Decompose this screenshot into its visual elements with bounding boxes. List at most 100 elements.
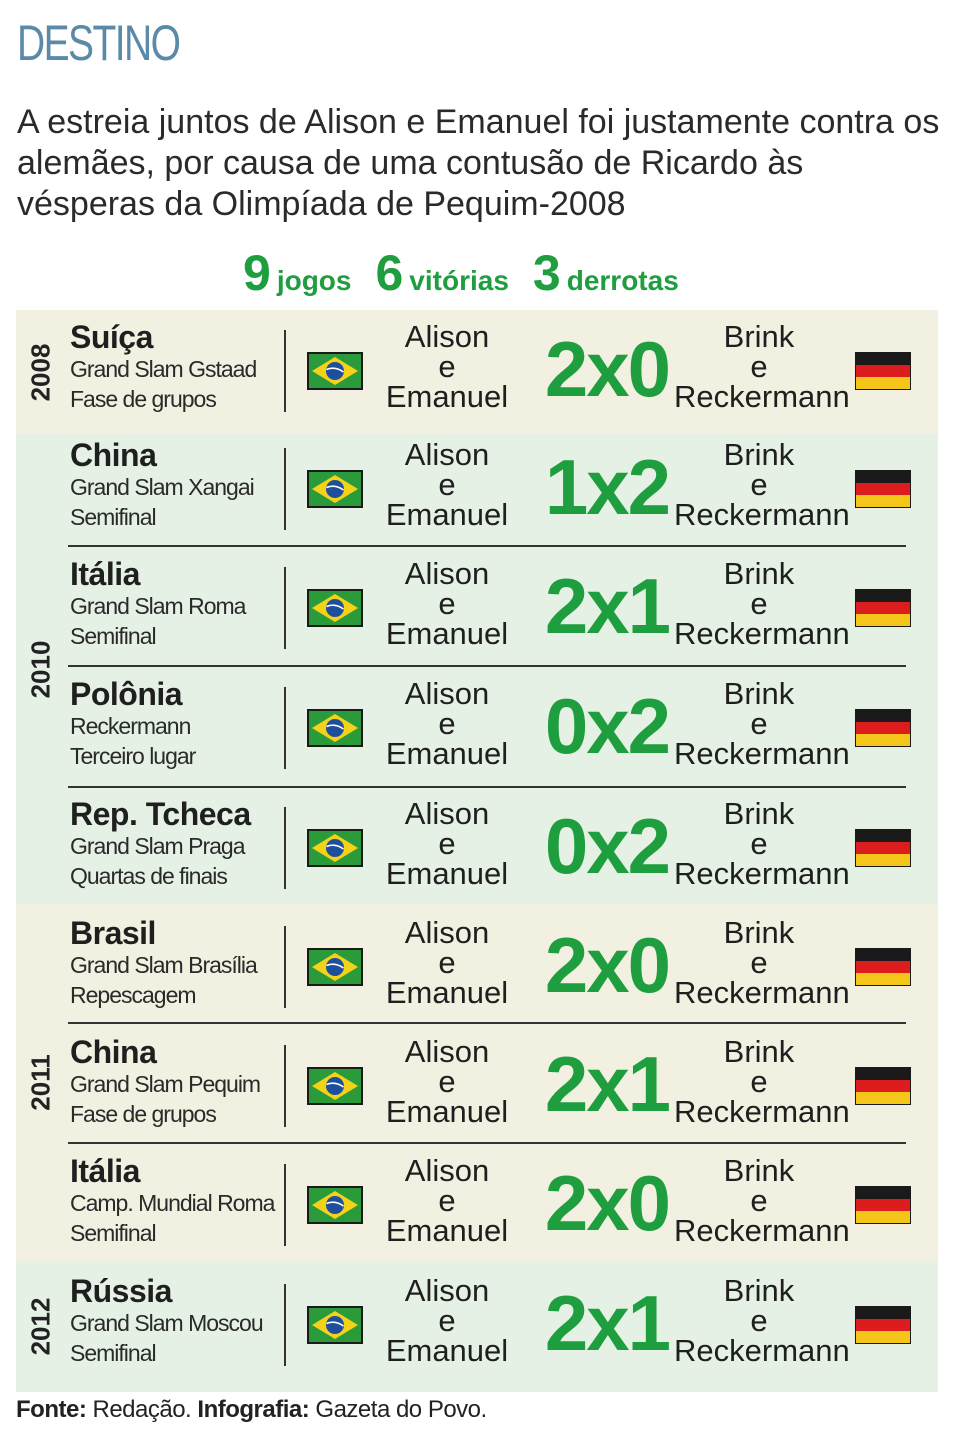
row-divider [68,545,906,547]
column-divider [284,807,286,889]
match-location: Itália Grand Slam Roma Semifinal [70,557,285,651]
team-name-line: Alison [404,676,490,711]
match-row: Suíça Grand Slam Gstaad Fase de grupos A… [16,310,938,429]
brazil-flag-icon [307,352,363,390]
away-team: Brink e Reckermann [674,437,850,530]
brazil-flag-icon [307,709,363,747]
year-band-2008 [16,310,938,434]
team-name-line: Brink [723,915,795,950]
away-team: Brink e Reckermann [674,1153,850,1246]
team-name-line: e [438,826,456,861]
home-team: Alison e Emanuel [362,917,532,1010]
match-score: 2x0 [544,921,671,1009]
team-name-line: Emanuel [385,975,509,1010]
event-name: Grand Slam Praga [70,833,245,859]
phase-name: Repescagem [70,982,197,1008]
source-credit: Fonte: Redação. Infografia: Gazeta do Po… [16,1396,487,1424]
match-location: Itália Camp. Mundial Roma Semifinal [70,1154,285,1248]
match-score: 2x1 [544,1279,671,1367]
country-name: Rep. Tcheca [70,796,251,832]
match-row: Polônia Reckermann Terceiro lugar Alison… [16,667,938,786]
team-name-line: Emanuel [385,379,509,414]
matches-table: 2008 2010 2011 2012 Suíça Grand Slam Gst… [16,310,938,1392]
phase-name: Terceiro lugar [70,743,196,769]
country-name: China [70,1034,157,1070]
team-name-line: Alison [404,1273,490,1308]
team-name-line: Emanuel [385,497,509,532]
team-name-line: e [750,826,768,861]
team-name-line: Brink [723,1153,795,1188]
event-name: Grand Slam Moscou [70,1310,264,1336]
team-name-line: Alison [404,1153,490,1188]
match-location: China Grand Slam Pequim Fase de grupos [70,1035,285,1129]
team-name-line: Alison [404,1034,490,1069]
germany-flag-icon [855,1067,911,1105]
team-name-line: Brink [723,1273,795,1308]
row-divider [68,1022,906,1024]
phase-name: Semifinal [70,1340,157,1366]
germany-flag-icon [855,948,911,986]
losses-count: 3 [532,245,561,301]
page-title: DESTINO [17,15,181,71]
team-name-line: Reckermann [674,736,850,771]
event-name: Grand Slam Pequim [70,1071,261,1097]
match-location: Polônia Reckermann Terceiro lugar [70,677,285,771]
event-name: Grand Slam Brasília [70,952,258,978]
team-name-line: Alison [404,556,490,591]
team-name-line: Emanuel [385,1333,509,1368]
team-name-line: e [438,706,456,741]
away-team: Brink e Reckermann [674,798,850,891]
team-name-line: Emanuel [385,736,509,771]
team-name-line: e [438,1183,456,1218]
phase-name: Fase de grupos [70,386,217,412]
home-team: Alison e Emanuel [362,676,532,771]
germany-flag-icon [855,1306,911,1344]
country-name: China [70,437,157,473]
team-name-line: e [438,586,456,621]
germany-flag-icon [855,589,911,627]
away-team: Brink e Reckermann [674,1273,850,1368]
brazil-flag-icon [307,589,363,627]
country-name: Itália [70,556,140,592]
match-location: Rússia Grand Slam Moscou Semifinal [70,1274,285,1368]
column-divider [284,1164,286,1246]
team-name-line: Brink [723,556,795,591]
team-name-line: Alison [404,437,490,472]
match-score: 2x0 [544,1159,671,1247]
team-name-line: Alison [404,319,490,354]
home-team: Alison e Emanuel [362,1034,532,1127]
column-divider [284,567,286,649]
column-divider [284,926,286,1008]
match-row: Itália Camp. Mundial Roma Semifinal Alis… [16,1144,938,1263]
team-name-line: e [750,706,768,741]
source-label: Fonte: [16,1396,87,1423]
row-divider [68,1142,906,1144]
event-name: Reckermann [70,713,191,739]
team-name-line: Reckermann [674,856,850,891]
source-value: Redação. [92,1396,192,1423]
team-name-line: Emanuel [385,616,509,651]
phase-name: Fase de grupos [70,1101,217,1127]
country-name: Rússia [70,1273,172,1309]
match-row: Rússia Grand Slam Moscou Semifinal Aliso… [16,1264,938,1383]
team-name-line: Reckermann [674,1333,850,1368]
team-name-line: Brink [723,676,795,711]
brazil-flag-icon [307,1306,363,1344]
away-team: Brink e Reckermann [674,676,850,771]
germany-flag-icon [855,470,911,508]
column-divider [284,687,286,769]
match-score: 2x1 [544,562,671,650]
year-band-2011 [16,904,938,1261]
team-name-line: Brink [723,437,795,472]
match-score: 2x1 [544,1040,671,1128]
country-name: Brasil [70,915,156,951]
home-team: Alison e Emanuel [362,437,532,532]
team-name-line: e [438,467,456,502]
games-count: 9 [243,245,271,301]
match-row: Rep. Tcheca Grand Slam Praga Quartas de … [16,787,938,906]
match-row: Brasil Grand Slam Brasília Repescagem Al… [16,906,938,1025]
team-name-line: e [438,349,456,384]
losses-label: derrotas [566,265,679,296]
infographic-value: Gazeta do Povo. [315,1396,487,1423]
row-divider [68,665,906,667]
